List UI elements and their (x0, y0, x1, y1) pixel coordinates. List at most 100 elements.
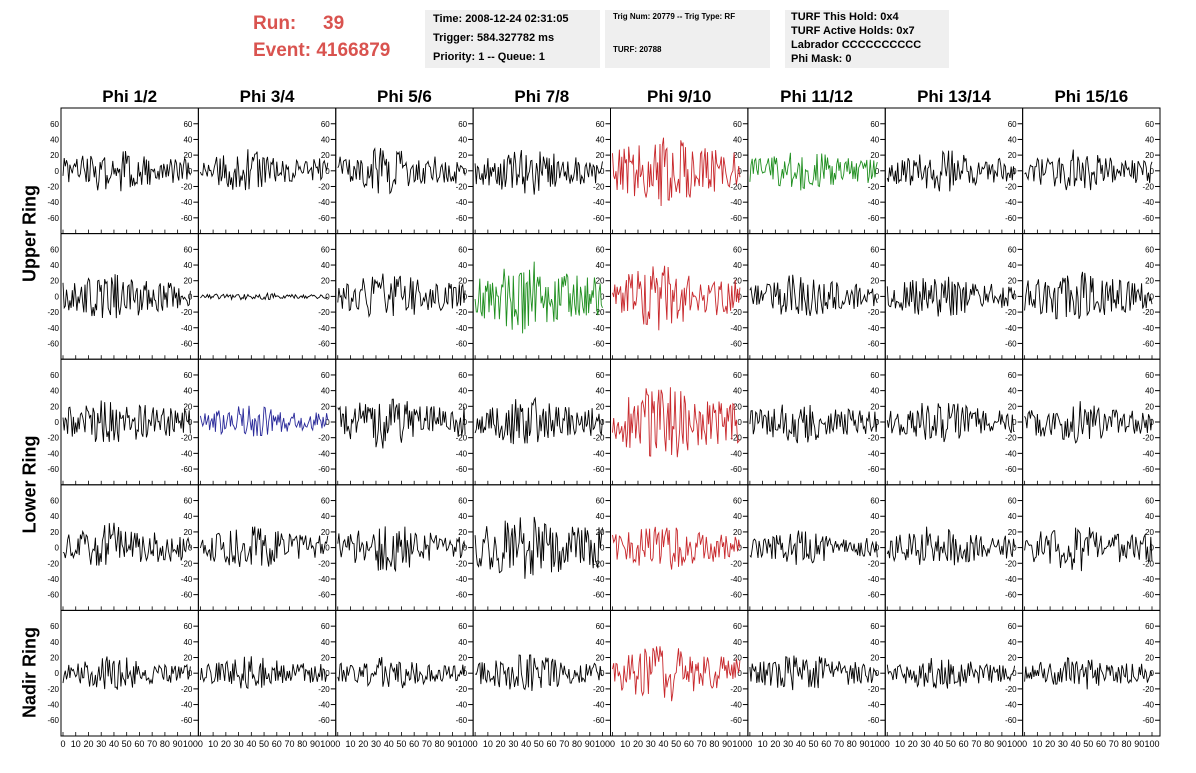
waveform-line (612, 526, 741, 570)
x-tick-label: 20 (83, 739, 93, 749)
panel-r3-c5: 60 40 20 0 -20 -40 -60 (610, 358, 749, 486)
y-tick-label: -40 (1005, 449, 1017, 458)
panel-r2-c6: 60 40 20 0 -20 -40 -60 (747, 233, 886, 360)
x-tick-label: 10 (483, 739, 493, 749)
x-tick-label: 30 (371, 739, 381, 749)
x-tick-label: 10 (345, 739, 355, 749)
y-tick-label-left: 20 (50, 151, 59, 160)
y-tick-label: 40 (733, 387, 742, 396)
y-tick-label: -20 (318, 685, 330, 694)
y-tick-label: 20 (1145, 277, 1154, 286)
y-tick-label: -20 (318, 559, 330, 568)
y-tick-label: 0 (1012, 292, 1017, 301)
waveform-line (749, 274, 878, 316)
y-tick-label: -40 (318, 198, 330, 207)
y-tick-label-left: 40 (50, 387, 59, 396)
x-tick-label: 70 (559, 739, 569, 749)
y-tick-label: 20 (870, 402, 879, 411)
y-tick-label: 20 (1008, 277, 1017, 286)
y-tick-label: -40 (318, 449, 330, 458)
y-tick-label: 60 (458, 245, 467, 254)
turf-info-panel: TURF This Hold: 0x4 TURF Active Holds: 0… (785, 10, 949, 68)
x-tick-label: 40 (1071, 739, 1081, 749)
y-tick-label: 0 (737, 167, 742, 176)
y-tick-label: 40 (321, 638, 330, 647)
y-tick-label-left: -40 (47, 575, 59, 584)
y-tick-label: 40 (1145, 638, 1154, 647)
y-tick-label: 0 (875, 544, 880, 553)
panel-frame (1022, 358, 1161, 486)
y-tick-label: -40 (868, 449, 880, 458)
x-tick-label: 0 (885, 739, 890, 749)
y-tick-label: -60 (318, 339, 330, 348)
column-header-8: Phi 15/16 (1054, 87, 1129, 106)
y-tick-label: 40 (1008, 261, 1017, 270)
y-tick-label: 40 (1008, 512, 1017, 521)
x-tick-label: 90 (310, 739, 320, 749)
y-tick-label-left: 40 (50, 135, 59, 144)
waveform-line (749, 530, 878, 565)
y-tick-label: 0 (1012, 418, 1017, 427)
y-tick-label: -20 (1142, 182, 1154, 191)
x-tick-label: 20 (770, 739, 780, 749)
y-tick-label-left: -40 (47, 449, 59, 458)
y-tick-label: -40 (593, 575, 605, 584)
panel-frame (1022, 484, 1161, 611)
x-tick-label: 20 (221, 739, 231, 749)
time-info-panel: Time: 2008-12-24 02:31:05 Trigger: 584.3… (425, 10, 600, 68)
x-tick-label: 40 (521, 739, 531, 749)
y-tick-label: 20 (870, 151, 879, 160)
y-tick-label: -20 (318, 434, 330, 443)
y-tick-label: -60 (593, 339, 605, 348)
y-tick-label: 20 (1145, 151, 1154, 160)
y-tick-label: -20 (1142, 434, 1154, 443)
y-tick-label: 0 (463, 167, 468, 176)
y-tick-label: -60 (456, 591, 468, 600)
y-tick-label: -20 (593, 685, 605, 694)
y-tick-label-left: 60 (50, 120, 59, 129)
y-tick-label: 60 (321, 497, 330, 506)
panel-frame (197, 484, 337, 611)
x-tick-label: 30 (508, 739, 518, 749)
y-tick-label-left: -60 (47, 591, 59, 600)
x-tick-label: 100 (1144, 739, 1159, 749)
y-tick-label: 40 (321, 387, 330, 396)
y-tick-label: 0 (600, 544, 605, 553)
x-tick-label: 30 (920, 739, 930, 749)
y-tick-label: -20 (868, 559, 880, 568)
panel-frame (1022, 609, 1161, 737)
y-tick-label: 0 (1150, 292, 1155, 301)
y-tick-label: 40 (183, 512, 192, 521)
y-tick-label: 20 (458, 151, 467, 160)
x-tick-label: 0 (610, 739, 615, 749)
x-tick-label: 90 (722, 739, 732, 749)
y-tick-label: -20 (593, 308, 605, 317)
y-tick-label: -60 (181, 339, 193, 348)
y-tick-label: 60 (1145, 120, 1154, 129)
x-tick-label: 70 (422, 739, 432, 749)
y-tick-label: -60 (730, 214, 742, 223)
y-tick-label: -60 (181, 716, 193, 725)
x-tick-label: 90 (447, 739, 457, 749)
x-tick-label: 70 (285, 739, 295, 749)
y-tick-label: 40 (458, 387, 467, 396)
x-tick-label: 40 (796, 739, 806, 749)
panel-r5-c6: 60 40 20 0 -20 -40 -60 (747, 609, 886, 737)
y-tick-label: -60 (318, 214, 330, 223)
y-tick-label: 40 (321, 512, 330, 521)
y-tick-label: 0 (463, 418, 468, 427)
waveform-line (749, 404, 878, 444)
panel-r5-c4: 60 40 20 0 -20 -40 -60 (472, 609, 611, 737)
x-tick-label: 100 (320, 739, 335, 749)
y-tick-label: 20 (458, 277, 467, 286)
panel-r3-c7: 60 40 20 0 -20 -40 -60 (884, 358, 1024, 486)
waveform-line (62, 656, 191, 690)
y-tick-label: 40 (1008, 638, 1017, 647)
waveform-line (200, 291, 328, 302)
y-tick-label: -60 (181, 465, 193, 474)
y-tick-label-left: 0 (55, 669, 60, 678)
y-tick-label: 60 (870, 245, 879, 254)
panel-r2-c7: 60 40 20 0 -20 -40 -60 (884, 233, 1024, 360)
panel-r1-c3: 60 40 20 0 -20 -40 -60 (335, 107, 474, 235)
panel-r1-c4: 60 40 20 0 -20 -40 -60 (472, 107, 611, 235)
